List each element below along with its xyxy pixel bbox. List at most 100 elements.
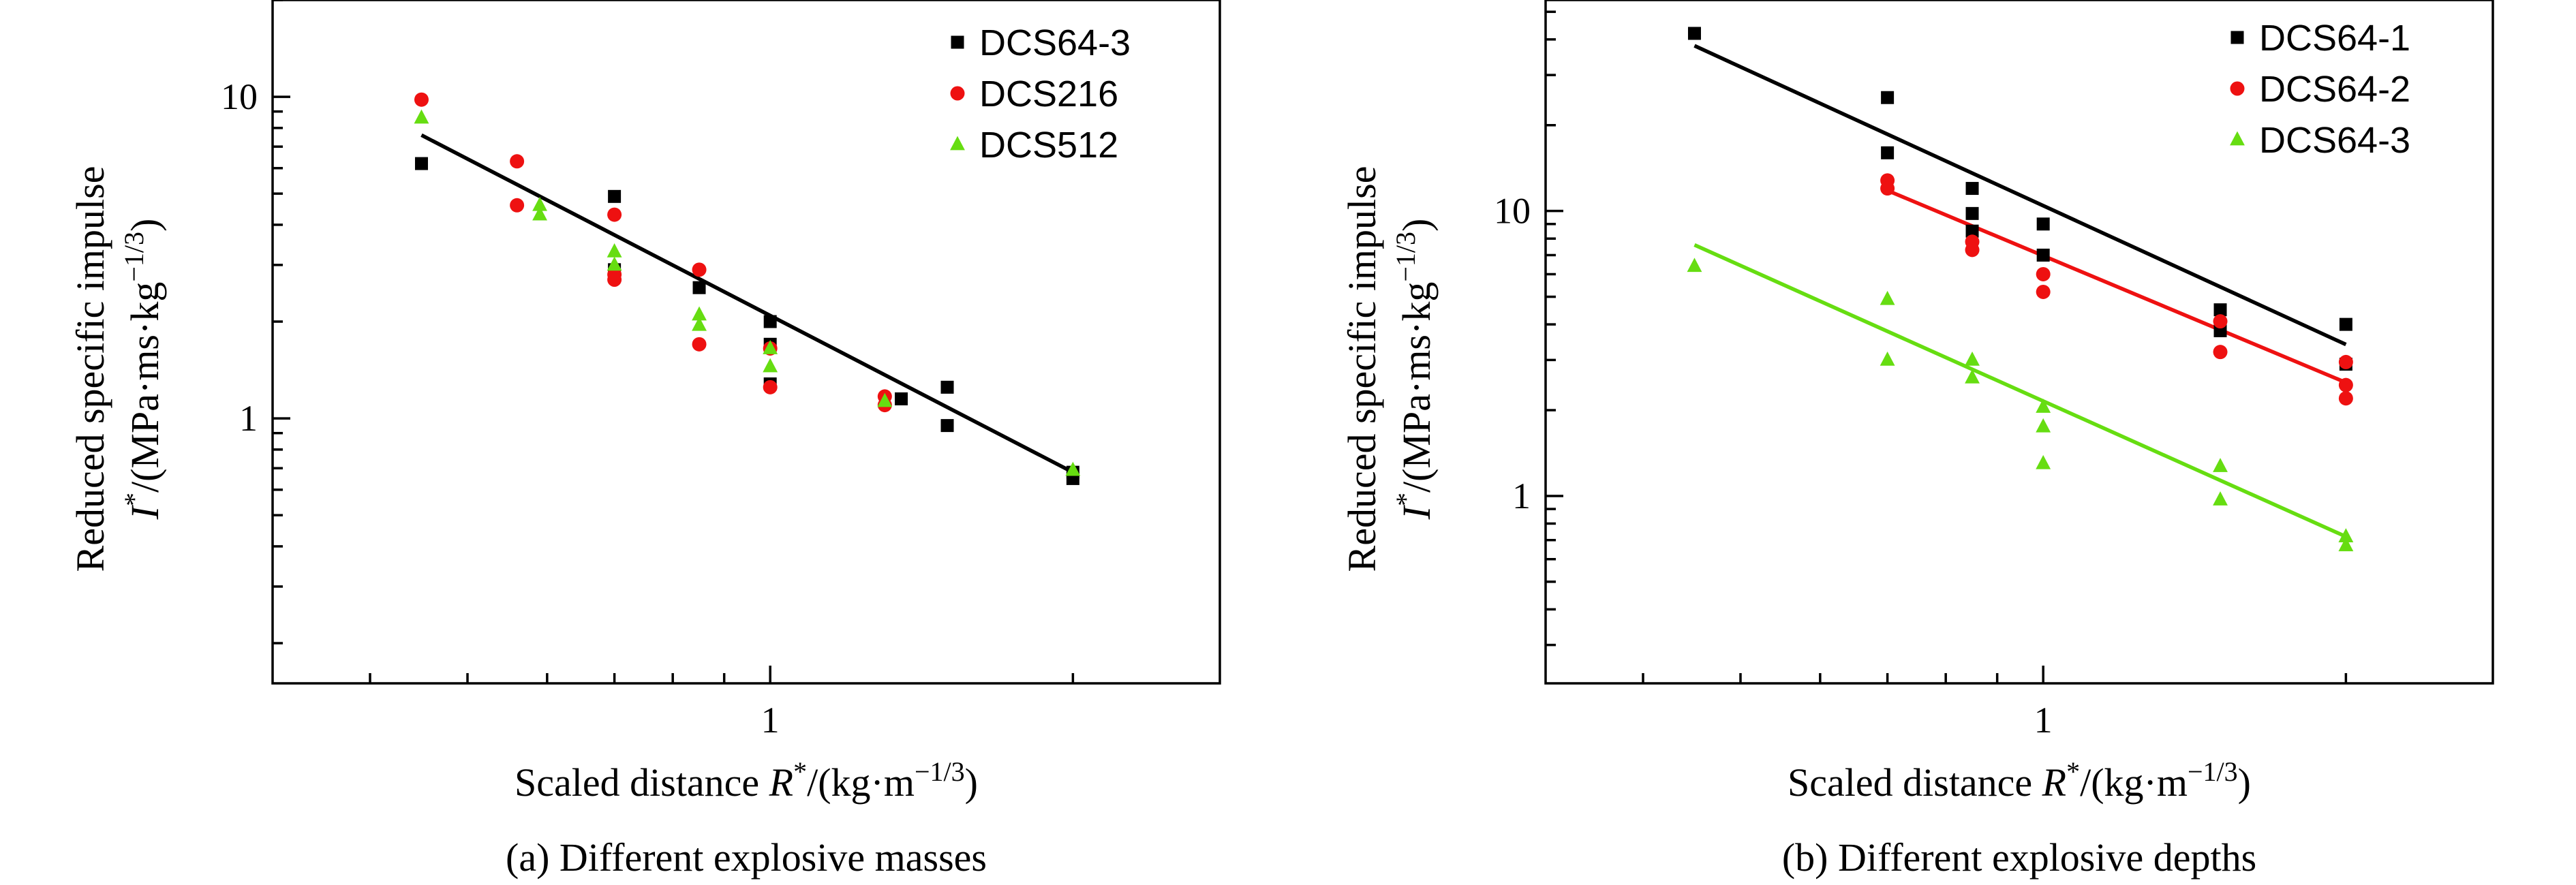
data-point (692, 316, 707, 331)
legend-label: DCS64-3 (979, 22, 1131, 63)
data-point (2213, 314, 2228, 329)
data-point (1065, 461, 1081, 476)
data-point (692, 262, 707, 277)
legend-marker (2230, 81, 2245, 96)
legend: DCS64-1 DCS64-2 DCS64-3 (2230, 18, 2410, 161)
plot-frame (1544, 0, 2494, 685)
data-point (2338, 528, 2354, 543)
y-tick-label: 10 (1494, 191, 1531, 232)
x-axis-title: Scaled distance R*/(kg·m−1/3) (515, 756, 978, 805)
data-point (532, 196, 547, 211)
data-point (2036, 418, 2051, 433)
data-point (2036, 399, 2051, 413)
data-point (414, 157, 428, 170)
data-point (1965, 206, 1979, 220)
legend: DCS64-3 DCS216 DCS512 (950, 22, 1131, 166)
panel-caption: (a) Different explosive masses (506, 835, 987, 880)
data-point (1880, 290, 1895, 305)
data-point (895, 392, 908, 405)
data-point (2036, 454, 2051, 469)
data-point (692, 306, 707, 321)
fit-line-1 (420, 133, 1074, 474)
fit-line-2 (1886, 189, 2347, 385)
series-dcs216 (414, 92, 892, 413)
chart-panel-a: 1 1 10 DCS64-3 DCS216 DCS512 Scaled distance R… (68, 0, 1221, 880)
axis-ticks (1546, 10, 2348, 683)
x-axis-title: Scaled distance R*/(kg·m−1/3) (1788, 756, 2251, 805)
data-point (940, 419, 954, 433)
data-point (510, 154, 525, 169)
data-point (692, 281, 706, 294)
legend-label: DCS64-2 (2259, 69, 2410, 110)
data-point (1880, 352, 1895, 366)
fit-line-3 (1693, 243, 2347, 539)
legend-marker (950, 136, 965, 151)
y-tick-label: 1 (1512, 476, 1531, 516)
data-point (608, 189, 622, 203)
data-point (1965, 224, 1979, 238)
series-dcs512 (414, 109, 1081, 476)
legend-marker (2230, 131, 2245, 146)
y-axis-unit: I*/(MPa·ms·kg−1/3) (1390, 219, 1439, 521)
data-point (763, 340, 778, 354)
data-point (2338, 354, 2353, 369)
data-point (1965, 369, 1980, 384)
data-point (2213, 458, 2228, 472)
legend-label: DCS512 (979, 125, 1118, 166)
data-point (1687, 258, 1702, 273)
x-tick-label: 1 (2034, 700, 2053, 741)
x-tick-label: 1 (761, 700, 780, 741)
data-point (2213, 303, 2227, 317)
data-point (763, 315, 777, 328)
y-tick-label: 1 (239, 398, 258, 439)
y-tick-label: 10 (221, 76, 258, 117)
data-point (2338, 391, 2353, 406)
data-point (607, 272, 622, 287)
data-point (763, 358, 778, 373)
data-point (607, 243, 622, 258)
legend-marker (2230, 31, 2244, 44)
data-point (607, 256, 622, 271)
legend-marker (951, 35, 964, 49)
data-point (1881, 146, 1895, 159)
legend-label: DCS64-3 (2259, 120, 2410, 161)
y-axis-title: Reduced specific impulse (68, 166, 112, 572)
y-axis-title: Reduced specific impulse (1340, 166, 1384, 572)
data-point (414, 109, 429, 124)
series-dcs64-2 (1880, 173, 2353, 406)
data-point (1687, 27, 1701, 40)
data-point (1965, 182, 1979, 196)
panel-caption: (b) Different explosive depths (1782, 835, 2256, 880)
data-point (1881, 91, 1895, 104)
data-point (877, 392, 893, 407)
data-point (532, 206, 547, 221)
data-point (2339, 317, 2352, 331)
legend-label: DCS64-1 (2259, 18, 2410, 59)
y-axis-unit: I*/(MPa·ms·kg−1/3) (119, 219, 167, 521)
fit-line-1 (1693, 44, 2347, 347)
data-point (2213, 345, 2228, 360)
data-point (2213, 491, 2228, 506)
data-point (763, 379, 778, 394)
data-point (414, 92, 429, 107)
data-point (607, 207, 622, 222)
data-point (2338, 537, 2354, 552)
data-point (2036, 284, 2051, 299)
data-point (940, 380, 954, 394)
legend-marker (950, 86, 965, 101)
series-dcs64-1 (1687, 27, 2352, 371)
data-point (2036, 217, 2050, 231)
data-point (2338, 377, 2353, 392)
series-dcs64-3 (1687, 258, 2354, 552)
legend-label: DCS216 (979, 74, 1118, 114)
data-point (510, 198, 525, 213)
axis-ticks (273, 0, 1075, 683)
data-point (1965, 352, 1980, 366)
data-point (692, 337, 707, 352)
plot-frame (271, 0, 1221, 685)
chart-panel-b: 1 1 10 DCS64-1 DCS64-2 DCS64-3 Scaled distance… (1340, 0, 2494, 880)
data-point (2036, 248, 2050, 262)
data-point (2036, 266, 2051, 281)
data-point (1880, 181, 1895, 196)
